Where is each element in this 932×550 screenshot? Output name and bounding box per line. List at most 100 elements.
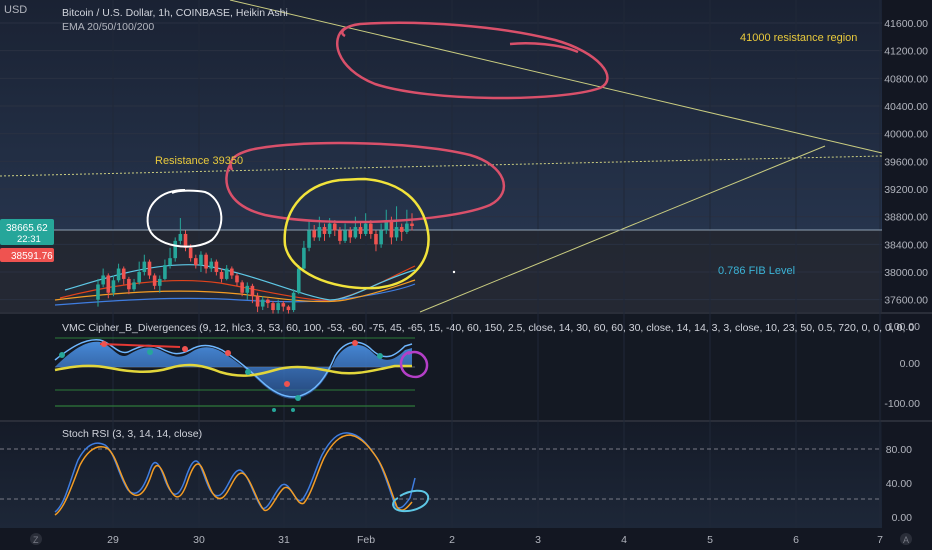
stoch-d-line: [54, 434, 413, 516]
candle-body: [173, 240, 178, 259]
a-icon[interactable]: [900, 533, 912, 545]
candle-body: [142, 261, 147, 272]
time-axis-bg: [0, 528, 932, 550]
annotation-39350: Resistance 39350: [155, 155, 243, 167]
candle-body: [291, 292, 296, 311]
candle-body: [327, 223, 332, 234]
vmc-tick-label: 100.00: [888, 321, 920, 333]
stoch-indicator-label: Stoch RSI (3, 3, 14, 14, close): [62, 428, 202, 440]
candle-body: [369, 223, 373, 234]
candle-body: [152, 275, 157, 286]
candle-body: [255, 296, 260, 307]
a-icon-glyph: A: [903, 535, 909, 545]
ema-legend: EMA 20/50/100/200: [62, 21, 154, 33]
stoch-tick-label: 80.00: [886, 444, 912, 456]
candle-body: [235, 275, 239, 283]
candle-body: [332, 223, 337, 231]
candle-body: [219, 272, 224, 279]
time-tick-label: 3: [535, 534, 541, 546]
price-tick-label: 39200.00: [884, 184, 928, 196]
descending-trendline[interactable]: [229, 0, 883, 154]
price-tick-label: 38400.00: [884, 239, 928, 251]
vmc-signal-dots: [59, 340, 383, 412]
price-tick-label: 40400.00: [884, 101, 928, 113]
candle-body: [389, 220, 394, 238]
candle-body: [178, 233, 183, 241]
vmc-sell-dot: [284, 381, 290, 387]
candle-body: [101, 275, 105, 285]
ema-price-badge[interactable]: [0, 248, 54, 262]
candle-body: [188, 247, 193, 259]
resistance-dotted-line[interactable]: [0, 155, 883, 177]
candle-body: [96, 284, 100, 300]
last-price-badge[interactable]: [0, 219, 54, 245]
vmc-buy-dot: [59, 352, 65, 358]
candlesticks[interactable]: [96, 206, 414, 314]
vmc-buy-dot: [377, 353, 383, 359]
candle-body: [111, 280, 116, 293]
time-tick-label: 4: [621, 534, 627, 546]
price-tick-label: 39600.00: [884, 156, 928, 168]
candle-body: [127, 278, 131, 290]
price-tick-label: 41600.00: [884, 18, 928, 30]
candle-body: [194, 258, 198, 266]
ema-100-line: [54, 279, 416, 303]
stoch-tick-label: 0.00: [892, 512, 913, 524]
candle-body: [348, 230, 353, 238]
candle-body: [116, 268, 121, 281]
vmc-buy-dot: [147, 349, 153, 355]
candle-body: [358, 227, 363, 234]
candle-body: [240, 282, 244, 293]
vmc-sell-dot: [182, 346, 188, 352]
candle-body: [250, 285, 255, 297]
vmc-tick-label: -100.00: [884, 398, 920, 410]
price-axis-bg: [882, 0, 932, 528]
vmc-sell-dot: [352, 340, 358, 346]
time-axis[interactable]: 29 30 31 Feb 2 3 4 5 6 7: [107, 534, 883, 546]
candle-body: [302, 247, 306, 269]
resistance-circle-41000: [336, 21, 609, 100]
time-tick-label: 31: [278, 534, 290, 546]
white-circle-marker: [146, 189, 223, 248]
candle-body: [260, 299, 265, 307]
candle-body: [204, 254, 208, 269]
price-tick-label: 37600.00: [884, 295, 928, 307]
annotation-41000: 41000 resistance region: [740, 32, 857, 44]
candle-body: [379, 230, 383, 245]
price-tick-label: 41200.00: [884, 46, 928, 58]
candle-body: [312, 230, 316, 238]
candle-body: [286, 306, 291, 311]
vmc-sell-dot: [101, 341, 107, 347]
vmc-tick-label: 0.00: [900, 358, 921, 370]
candle-countdown: 22:31: [17, 234, 41, 245]
candle-body: [343, 230, 347, 241]
candle-body: [168, 258, 172, 266]
candle-body: [322, 227, 327, 234]
last-price-value: 38665.62: [6, 223, 48, 234]
candle-body: [296, 268, 301, 293]
ascending-trendline[interactable]: [419, 145, 826, 313]
time-tick-label: 29: [107, 534, 119, 546]
z-icon-glyph: Z: [33, 535, 39, 545]
candle-body: [183, 233, 188, 248]
candle-body: [384, 220, 389, 231]
time-tick-label: 2: [449, 534, 455, 546]
vmc-sell-dot: [225, 350, 231, 356]
candle-body: [157, 278, 162, 286]
vmc-money-flow: [54, 363, 412, 377]
price-tick-label: 38800.00: [884, 212, 928, 224]
currency-label: USD: [4, 4, 27, 16]
candle-body: [209, 261, 214, 269]
price-axis[interactable]: 41600.00 41200.00 40800.00 40400.00 40000.00…: [884, 18, 928, 524]
candle-body: [276, 303, 280, 311]
candle-body: [374, 233, 378, 245]
candle-body: [137, 272, 141, 283]
ema-price-value: 38591.76: [11, 251, 53, 262]
candle-body: [338, 230, 342, 241]
z-icon[interactable]: [30, 533, 42, 545]
candle-body: [132, 282, 136, 290]
candle-body: [271, 303, 275, 311]
price-tick-label: 40000.00: [884, 129, 928, 141]
candle-body: [199, 254, 203, 266]
